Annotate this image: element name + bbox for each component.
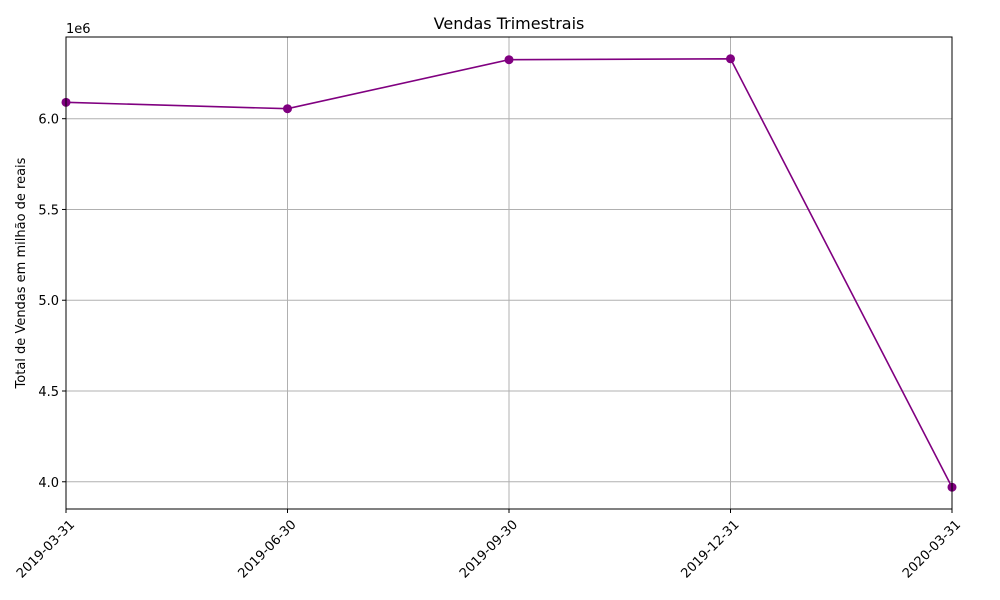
x-tick-label: 2019-09-30 <box>457 517 521 581</box>
y-tick-label: 5.5 <box>38 203 59 218</box>
y-axis-label: Total de Vendas em milhão de reais <box>14 157 29 389</box>
x-tick-label: 2020-03-31 <box>900 517 964 581</box>
x-tick-label: 2019-12-31 <box>679 517 743 581</box>
data-point <box>283 104 292 114</box>
grid-layer <box>65 37 953 509</box>
x-tick-label: 2019-06-30 <box>236 517 300 581</box>
y-tick-label: 5.0 <box>38 294 59 309</box>
data-point <box>726 54 735 64</box>
data-point <box>504 55 514 65</box>
y-tick-label: 4.5 <box>38 385 59 400</box>
ticks-layer: 2019-03-31 2019-06-30 2019-09-30 2019-12-31… <box>14 113 964 582</box>
y-tick-label: 6.0 <box>38 113 59 128</box>
y-offset-label: 1e6 <box>66 22 91 37</box>
y-tick-label: 4.0 <box>38 476 59 491</box>
x-tick-label: 2019-03-31 <box>14 517 78 581</box>
chart-title: Vendas Trimestrais <box>434 14 585 33</box>
